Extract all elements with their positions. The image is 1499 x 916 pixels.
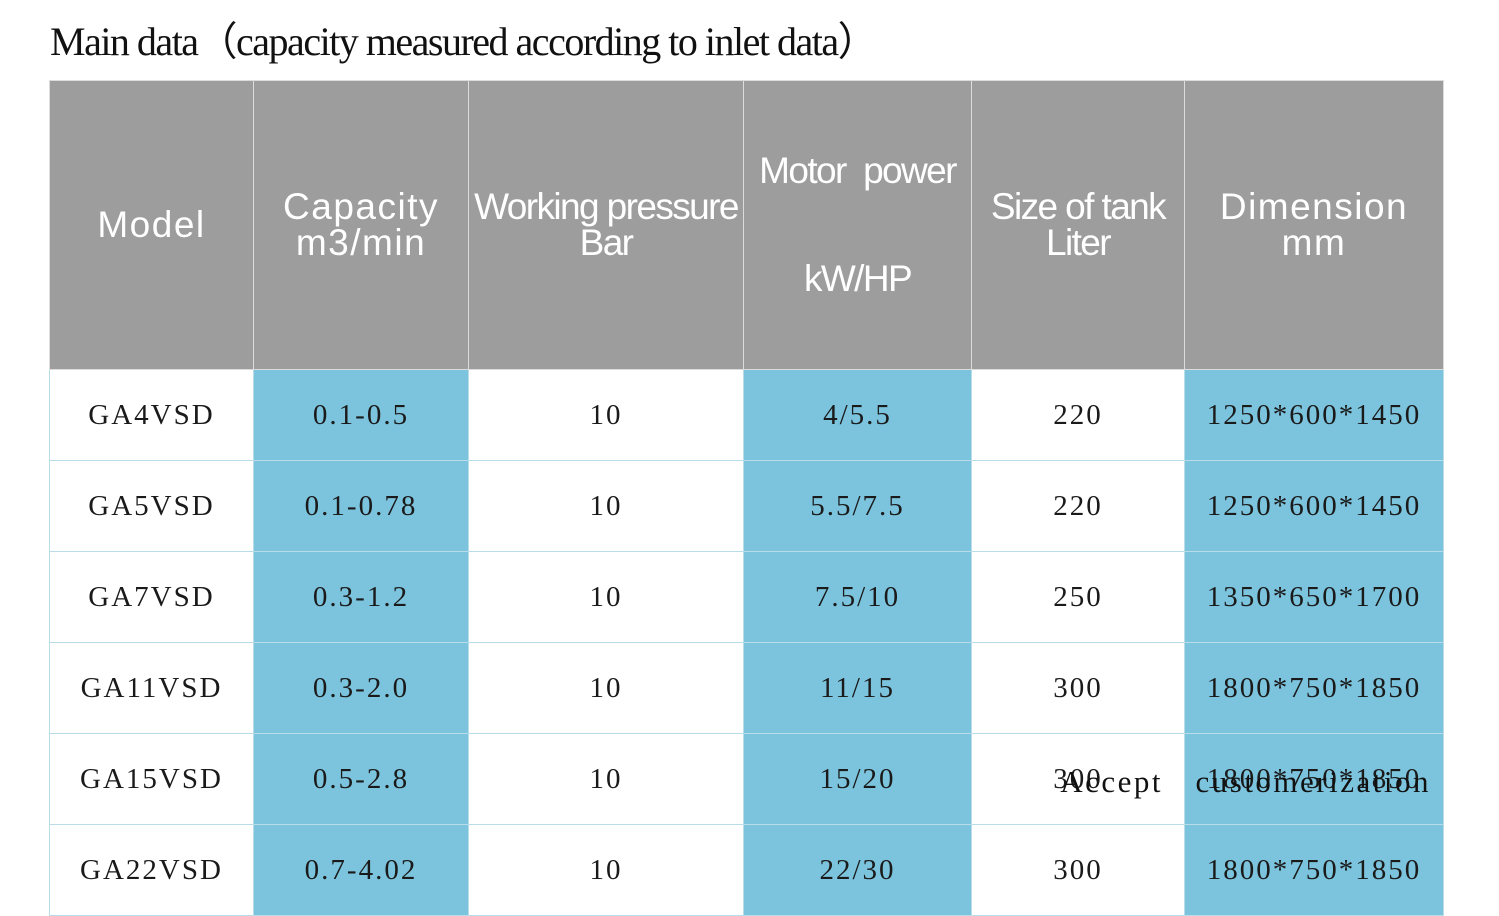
- cell-capacity: 0.3-2.0: [253, 642, 469, 734]
- cell-tank-size: 300: [971, 733, 1185, 825]
- cell-model: GA4VSD: [49, 369, 254, 461]
- cell-model: GA22VSD: [49, 824, 254, 916]
- cell-motor-power: 4/5.5: [743, 369, 972, 461]
- cell-dimension: 1250*600*1450: [1184, 369, 1444, 461]
- table-header-row: Model Capacity m3/min Working pressure B…: [49, 80, 1444, 370]
- cell-pressure: 10: [468, 824, 744, 916]
- table-row: GA15VSD 0.5-2.8 10 15/20 300 1800*750*18…: [49, 733, 1444, 825]
- cell-pressure: 10: [468, 369, 744, 461]
- cell-pressure: 10: [468, 642, 744, 734]
- header-capacity: Capacity m3/min: [253, 80, 469, 370]
- table-row: GA4VSD 0.1-0.5 10 4/5.5 220 1250*600*145…: [49, 369, 1444, 461]
- cell-capacity: 0.1-0.78: [253, 460, 469, 552]
- spec-table: Model Capacity m3/min Working pressure B…: [49, 80, 1444, 916]
- cell-pressure: 10: [468, 460, 744, 552]
- table-row: GA22VSD 0.7-4.02 10 22/30 300 1800*750*1…: [49, 824, 1444, 916]
- table-row: GA5VSD 0.1-0.78 10 5.5/7.5 220 1250*600*…: [49, 460, 1444, 552]
- cell-pressure: 10: [468, 551, 744, 643]
- cell-model: GA7VSD: [49, 551, 254, 643]
- header-model: Model: [49, 80, 254, 370]
- cell-model: GA11VSD: [49, 642, 254, 734]
- table-row: GA11VSD 0.3-2.0 10 11/15 300 1800*750*18…: [49, 642, 1444, 734]
- cell-dimension: 1800*750*1850: [1184, 642, 1444, 734]
- cell-capacity: 0.3-1.2: [253, 551, 469, 643]
- cell-motor-power: 11/15: [743, 642, 972, 734]
- cell-tank-size: 300: [971, 642, 1185, 734]
- cell-tank-size: 220: [971, 369, 1185, 461]
- cell-motor-power: 15/20: [743, 733, 972, 825]
- cell-dimension: 1800*750*1850: [1184, 824, 1444, 916]
- customization-note: Accept customerization: [1060, 764, 1431, 799]
- cell-dimension: 1350*650*1700: [1184, 551, 1444, 643]
- table-row: GA7VSD 0.3-1.2 10 7.5/10 250 1350*650*17…: [49, 551, 1444, 643]
- cell-tank-size: 300: [971, 824, 1185, 916]
- cell-dimension: 1250*600*1450: [1184, 460, 1444, 552]
- cell-capacity: 0.5-2.8: [253, 733, 469, 825]
- cell-motor-power: 22/30: [743, 824, 972, 916]
- cell-motor-power: 7.5/10: [743, 551, 972, 643]
- cell-model: GA15VSD: [49, 733, 254, 825]
- cell-tank-size: 220: [971, 460, 1185, 552]
- page-title: Main data（capacity measured according to…: [50, 19, 878, 64]
- header-motor-power: Motor power kW/HP: [743, 80, 972, 370]
- header-dimension: Dimension mm: [1184, 80, 1444, 370]
- cell-dimension: 1800*750*1850: [1184, 733, 1444, 825]
- header-working-pressure: Working pressure Bar: [468, 80, 744, 370]
- cell-model: GA5VSD: [49, 460, 254, 552]
- cell-pressure: 10: [468, 733, 744, 825]
- header-tank-size: Size of tank Liter: [971, 80, 1185, 370]
- cell-tank-size: 250: [971, 551, 1185, 643]
- cell-capacity: 0.7-4.02: [253, 824, 469, 916]
- cell-capacity: 0.1-0.5: [253, 369, 469, 461]
- cell-motor-power: 5.5/7.5: [743, 460, 972, 552]
